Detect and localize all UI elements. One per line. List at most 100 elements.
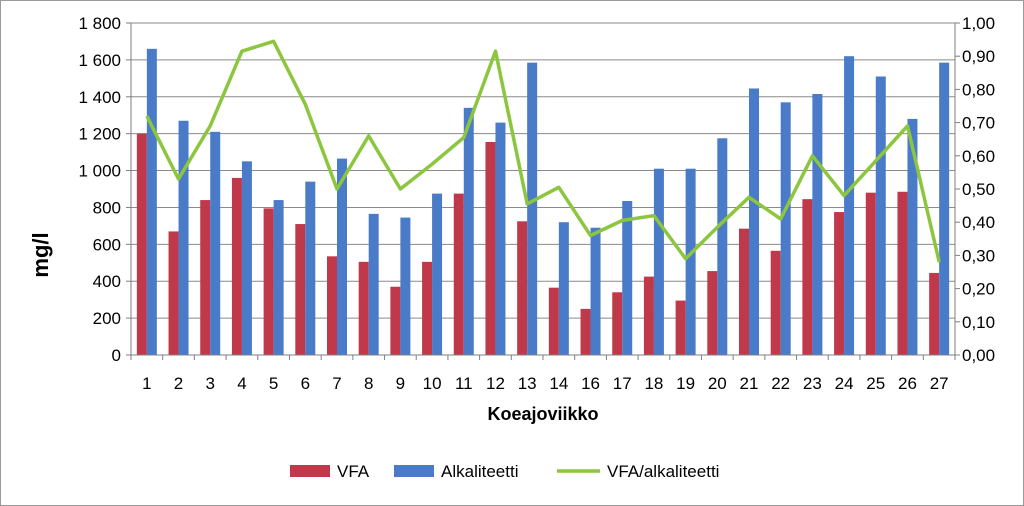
right-tick-label: 0,70 [962,114,995,133]
bar-alkaliteetti [337,158,347,355]
x-tick-label: 24 [835,374,854,393]
bar-alkaliteetti [812,94,823,355]
right-tick-label: 1,00 [962,14,995,33]
bar-alkaliteetti [241,161,252,355]
bar-alkaliteetti [146,48,157,355]
bar-vfa [643,276,654,355]
x-tick-label: 3 [205,374,214,393]
right-tick-label: 0,50 [962,180,995,199]
legend: VFA Alkaliteetti VFA/alkaliteetti [290,462,719,481]
x-tick-label: 5 [269,374,278,393]
x-tick-label: 11 [455,374,473,393]
right-tick-label: 0,00 [962,346,995,365]
left-tick-label: 1 800 [78,14,121,33]
x-axis-title: Koeajoviikko [487,404,598,424]
bar-vfa [453,193,464,355]
bar-vfa [707,271,718,355]
bar-vfa [231,177,242,355]
x-tick-label: 16 [581,374,600,393]
right-tick-label: 0,90 [962,47,995,66]
x-tick-label: 1 [142,374,151,393]
x-tick-label: 20 [708,374,727,393]
line-vfa-alkaliteetti [145,39,941,263]
bar-alkaliteetti [400,217,411,355]
bar-vfa [136,133,147,355]
bar-vfa [770,250,781,355]
bar-alkaliteetti [305,181,316,355]
bar-alkaliteetti [463,107,474,355]
ratio-line-layer [145,39,941,263]
bar-vfa [358,261,369,355]
legend-label-ratio: VFA/alkaliteetti [607,462,719,481]
x-tick-label: 10 [423,374,442,393]
x-tick-label: 25 [866,374,885,393]
x-tick-label: 13 [518,374,537,393]
left-tick-label: 1 400 [78,88,121,107]
bar-vfa [865,192,876,355]
x-tick-label: 8 [364,374,373,393]
x-tick-label: 7 [332,374,341,393]
x-tick-label: 21 [740,374,759,393]
bar-vfa [580,308,591,355]
right-tick-label: 0,10 [962,313,995,332]
bar-alkaliteetti [210,131,221,355]
right-tick-label: 0,80 [962,80,995,99]
x-tick-label: 27 [930,374,949,393]
right-tick-label: 0,30 [962,246,995,265]
legend-swatch-alkaliteetti [394,465,434,477]
left-tick-label: 1 000 [78,162,121,181]
x-tick-label: 6 [301,374,310,393]
legend-label-alkaliteetti: Alkaliteetti [441,462,518,481]
x-tick-label: 2 [174,374,183,393]
bars [136,48,950,356]
bar-vfa [517,221,528,355]
right-tick-label: 0,20 [962,280,995,299]
bar-alkaliteetti [527,62,538,356]
bar-vfa [295,224,306,355]
bar-alkaliteetti [939,62,950,356]
bar-alkaliteetti [178,120,189,355]
gridlines [131,22,955,356]
bar-alkaliteetti [273,200,284,355]
bar-alkaliteetti [653,168,664,355]
bar-vfa [200,200,211,355]
bar-alkaliteetti [558,222,569,355]
bar-vfa [168,231,179,355]
bar-alkaliteetti [368,213,379,355]
bar-alkaliteetti [495,122,506,355]
right-tick-label: 0,60 [962,147,995,166]
bar-alkaliteetti [622,200,633,355]
x-tick-label: 26 [898,374,917,393]
bar-vfa [675,300,686,355]
x-tick-label: 22 [771,374,790,393]
bar-vfa [929,272,940,355]
bar-vfa [485,141,496,355]
bar-vfa [548,287,559,355]
bar-alkaliteetti [749,88,759,355]
bar-alkaliteetti [875,76,886,355]
left-axis-ticks: 0 200 400 600 800 1 000 1 200 1 400 1 600 1 800 [78,14,131,365]
x-tick-label: 19 [676,374,695,393]
left-tick-label: 400 [93,272,121,291]
left-tick-label: 800 [93,198,121,217]
left-tick-label: 1 600 [78,51,121,70]
left-tick-label: 600 [93,235,121,254]
bar-vfa [422,261,433,355]
x-tick-label: 18 [644,374,663,393]
bar-vfa [897,191,908,355]
left-tick-label: 1 200 [78,125,121,144]
x-tick-label: 23 [803,374,822,393]
axes [130,23,956,356]
bar-alkaliteetti [590,227,601,355]
left-tick-label: 0 [112,346,121,365]
right-tick-label: 0,40 [962,213,995,232]
bar-vfa [390,286,401,355]
bar-alkaliteetti [685,168,696,355]
x-axis-ticks: 1 2 3 4 5 6 7 8 9 10 11 12 13 14 16 17 18 19 20 21 22 23 24 25 2… [130,355,956,393]
bar-vfa [612,292,623,355]
bar-vfa [802,199,813,355]
left-tick-label: 200 [93,309,121,328]
bar-vfa [327,256,337,355]
x-tick-label: 12 [486,374,505,393]
legend-label-vfa: VFA [337,462,370,481]
